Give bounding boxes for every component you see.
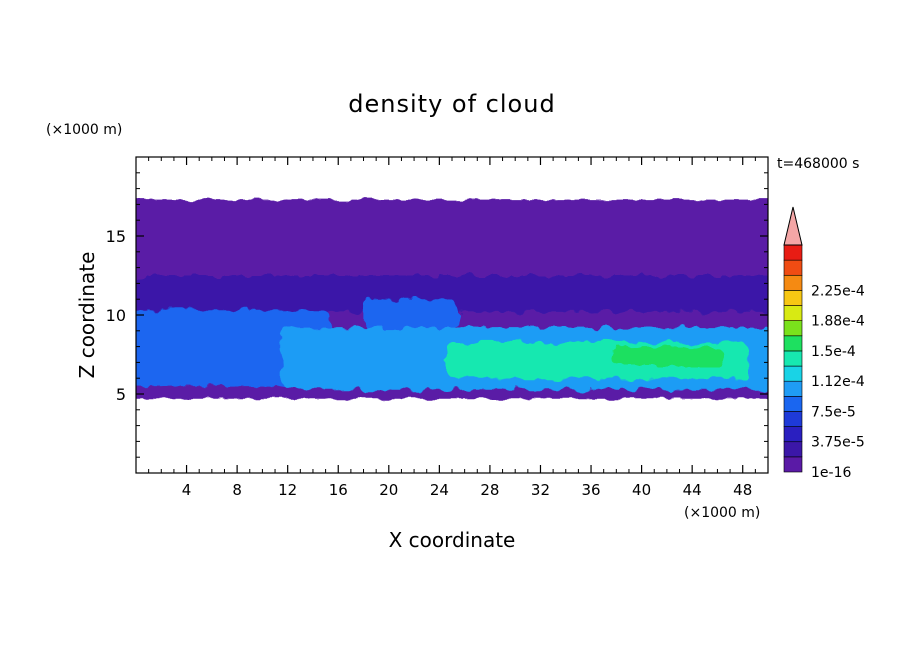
contour-region xyxy=(610,346,724,366)
x-tick-label: 28 xyxy=(480,481,499,499)
x-tick-label: 44 xyxy=(683,481,702,499)
y-tick-label: 5 xyxy=(116,385,126,404)
x-tick-label: 8 xyxy=(232,481,242,499)
colorbar-swatch xyxy=(783,259,803,276)
colorbar-swatch xyxy=(783,380,803,397)
colorbar-swatch xyxy=(783,305,803,321)
colorbar-swatch xyxy=(783,396,803,412)
x-tick-label: 36 xyxy=(581,481,600,499)
colorbar-swatch xyxy=(783,244,803,261)
colorbar-extend-arrow xyxy=(783,206,803,246)
chart-title: density of cloud xyxy=(348,90,555,118)
y-axis-label: Z coordinate xyxy=(75,252,99,379)
colorbar-label: 7.5e-5 xyxy=(811,404,856,420)
colorbar-swatch xyxy=(783,456,803,473)
colorbar-label: 1.5e-4 xyxy=(811,344,856,360)
y-tick-label: 10 xyxy=(106,306,126,325)
colorbar-swatch xyxy=(783,350,803,367)
x-tick-label: 12 xyxy=(278,481,297,499)
x-tick-label: 24 xyxy=(430,481,449,499)
colorbar-label: 3.75e-5 xyxy=(811,435,865,451)
x-tick-label: 40 xyxy=(632,481,651,499)
x-axis-label: X coordinate xyxy=(389,528,516,552)
colorbar-swatch xyxy=(783,365,803,382)
x-tick-label: 48 xyxy=(733,481,752,499)
colorbar-swatch xyxy=(783,426,803,443)
x-tick-label: 20 xyxy=(379,481,398,499)
contour-regions xyxy=(136,199,768,399)
contour-region xyxy=(136,275,768,312)
colorbar-label: 1e-16 xyxy=(811,465,851,481)
colorbar-swatch xyxy=(783,411,803,427)
colorbar-swatch xyxy=(783,335,803,352)
colorbar-swatch xyxy=(783,441,803,458)
x-unit-label: (×1000 m) xyxy=(684,505,760,521)
y-tick-label: 15 xyxy=(106,227,126,246)
plot-area xyxy=(136,157,768,473)
colorbar-swatch xyxy=(783,290,803,306)
y-unit-label: (×1000 m) xyxy=(46,122,122,138)
contour-region xyxy=(363,299,458,331)
colorbar: 1e-16 3.75e-5 7.5e-5 1.12e-4 1.5e-4 1.88e-4 2.… xyxy=(783,206,865,481)
x-tick-label: 4 xyxy=(182,481,192,499)
colorbar-label: 1.12e-4 xyxy=(811,374,865,390)
colorbar-swatch xyxy=(783,274,803,291)
time-label: t=468000 s xyxy=(777,156,859,172)
x-tick-label: 16 xyxy=(329,481,348,499)
colorbar-label: 1.88e-4 xyxy=(811,314,865,330)
x-tick-label: 32 xyxy=(531,481,550,499)
colorbar-swatch xyxy=(783,320,803,337)
colorbar-label: 2.25e-4 xyxy=(811,283,865,299)
